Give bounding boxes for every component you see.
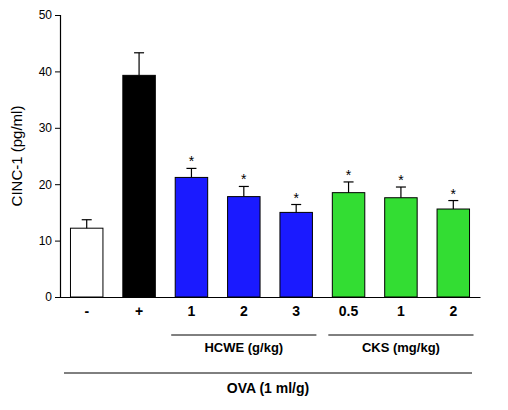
error-bar	[239, 186, 249, 196]
y-tick-mark	[55, 184, 60, 185]
significance-marker: *	[451, 186, 457, 202]
x-tick: 2	[449, 297, 457, 319]
x-tick-label: 3	[292, 303, 300, 319]
group-line	[328, 335, 473, 336]
x-tick: +	[135, 297, 143, 319]
error-bar	[344, 182, 354, 193]
chart: * * * * * * 0 10 20 30 40 50 - +1 2 3 0.5 1 2 HCWE (g/kg) CK…	[0, 0, 508, 410]
bar	[332, 193, 364, 297]
y-tick: 50	[39, 8, 60, 22]
error-bar	[186, 168, 196, 177]
y-axis: 0 10 20 30 40 50	[39, 8, 61, 304]
error-stem	[86, 220, 87, 228]
error-stem	[400, 187, 401, 198]
error-stem	[243, 186, 244, 196]
plot-area	[70, 53, 469, 297]
y-tick-label: 0	[45, 290, 52, 304]
bar	[437, 209, 469, 297]
y-tick-mark	[55, 128, 60, 129]
bar	[70, 228, 102, 297]
error-stem	[348, 182, 349, 193]
error-cap	[82, 219, 92, 220]
error-bar	[396, 187, 406, 198]
error-bar	[134, 53, 144, 76]
x-axis: - +1 2 3 0.5 1 2	[61, 297, 481, 319]
group-label: HCWE (g/kg)	[204, 340, 283, 355]
x-tick-label: 2	[449, 303, 457, 319]
x-tick: 1	[397, 297, 405, 319]
bar	[123, 75, 155, 297]
y-tick-label: 50	[39, 8, 53, 22]
group-label: CKS (mg/kg)	[362, 340, 440, 355]
group-line	[171, 335, 316, 336]
y-tick: 20	[39, 178, 60, 192]
treatment-line	[64, 373, 472, 374]
x-tick: 0.5	[339, 297, 359, 319]
y-tick: 30	[39, 121, 60, 135]
y-tick: 0	[45, 290, 60, 304]
error-stem	[296, 205, 297, 213]
x-tick-label: 1	[188, 303, 196, 319]
x-tick: -	[84, 297, 89, 319]
error-cap	[134, 52, 144, 53]
error-bar	[291, 205, 301, 213]
bar	[228, 197, 260, 297]
group-labels: HCWE (g/kg) CKS (mg/kg) OVA (1 ml/g)	[64, 335, 474, 396]
y-tick-mark	[55, 297, 60, 298]
x-tick: 2	[240, 297, 248, 319]
y-tick-mark	[55, 71, 60, 72]
significance-marker: *	[293, 190, 299, 206]
y-tick: 10	[39, 234, 60, 248]
y-tick-label: 40	[39, 65, 53, 79]
x-tick: 1	[188, 297, 196, 319]
error-stem	[138, 53, 139, 76]
bar	[385, 198, 417, 297]
y-axis-title: CINC-1 (pg/ml)	[8, 106, 25, 207]
x-tick-label: 2	[240, 303, 248, 319]
y-tick-mark	[55, 241, 60, 242]
error-bar	[448, 201, 458, 209]
significance-marker: *	[241, 171, 247, 187]
x-tick: 3	[292, 297, 300, 319]
significance-marker: *	[398, 172, 404, 188]
x-tick-label: 0.5	[339, 303, 359, 319]
y-tick-label: 10	[39, 234, 53, 248]
x-tick-label: -	[84, 303, 89, 319]
y-tick: 40	[39, 65, 60, 79]
x-axis-line	[61, 297, 481, 298]
bar	[280, 212, 312, 297]
y-axis-line	[55, 16, 61, 298]
error-stem	[453, 201, 454, 209]
significance-markers: * * * * * *	[189, 153, 457, 205]
y-tick-mark	[55, 15, 60, 16]
x-tick-label: +	[135, 303, 143, 319]
bar	[175, 177, 207, 297]
y-tick-label: 20	[39, 178, 53, 192]
error-stem	[191, 168, 192, 177]
error-bar	[82, 220, 92, 228]
treatment-label: OVA (1 ml/g)	[227, 380, 309, 396]
x-tick-label: 1	[397, 303, 405, 319]
significance-marker: *	[346, 167, 352, 183]
y-tick-label: 30	[39, 121, 53, 135]
significance-marker: *	[189, 153, 195, 169]
